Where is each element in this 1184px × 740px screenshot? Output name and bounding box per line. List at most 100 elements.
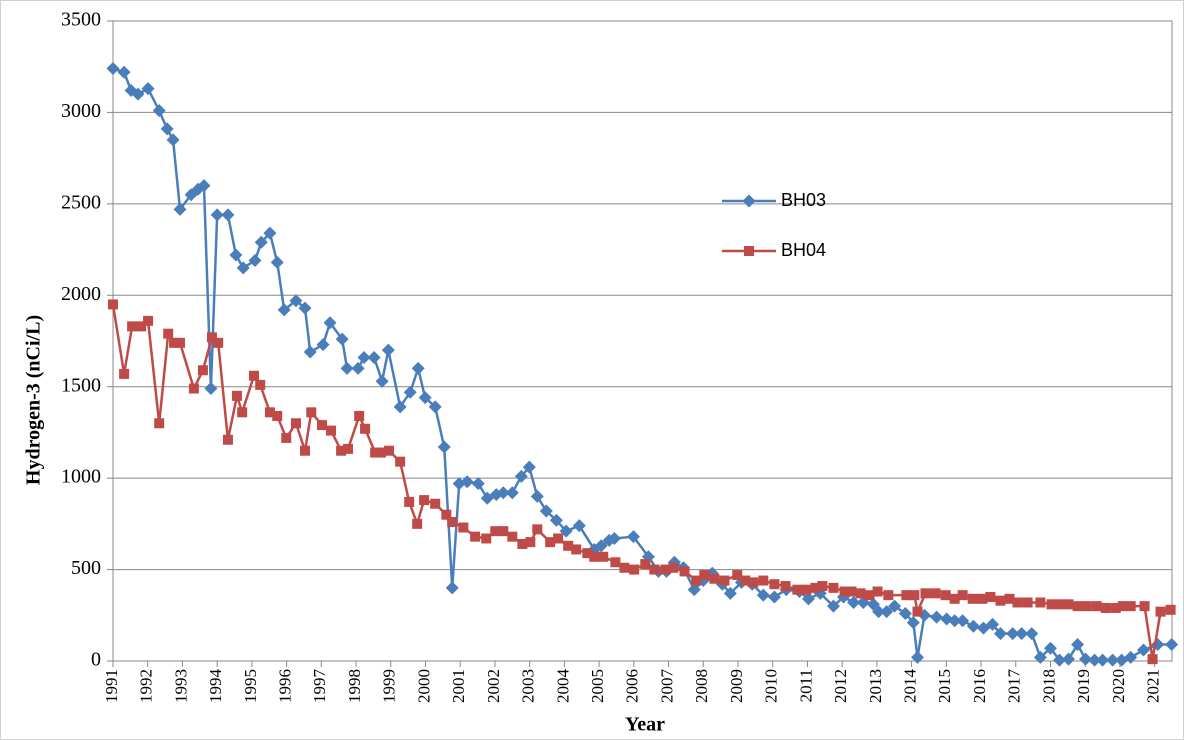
marker <box>255 379 266 390</box>
marker <box>470 531 481 542</box>
marker <box>231 390 242 401</box>
marker <box>1117 601 1128 612</box>
marker <box>136 321 147 332</box>
marker <box>525 537 536 548</box>
marker <box>237 407 248 418</box>
marker <box>411 361 425 375</box>
marker <box>719 575 730 586</box>
marker <box>967 593 978 604</box>
marker <box>1165 604 1176 615</box>
x-tick-label: 2003 <box>519 669 538 703</box>
marker <box>460 475 474 489</box>
marker <box>127 321 138 332</box>
marker <box>106 62 120 76</box>
legend-label: BH04 <box>781 240 826 260</box>
marker <box>1006 627 1020 641</box>
marker <box>872 605 886 619</box>
marker <box>839 586 850 597</box>
y-tick-label: 500 <box>71 557 101 579</box>
marker <box>1155 606 1166 617</box>
marker <box>290 418 301 429</box>
marker <box>1015 627 1029 641</box>
marker <box>1053 653 1067 667</box>
x-tick-label: 2019 <box>1074 669 1093 703</box>
marker <box>490 526 501 537</box>
marker <box>254 235 268 249</box>
marker <box>1055 599 1066 610</box>
marker <box>956 614 970 628</box>
marker <box>481 533 492 544</box>
marker <box>507 531 518 542</box>
marker <box>767 590 781 604</box>
marker <box>626 530 640 544</box>
marker <box>248 254 262 268</box>
marker <box>810 582 821 593</box>
marker <box>901 590 912 601</box>
y-tick-label: 3500 <box>61 9 101 31</box>
x-tick-label: 2002 <box>484 669 503 703</box>
marker <box>691 575 702 586</box>
marker <box>317 420 328 431</box>
marker <box>826 599 840 613</box>
marker <box>530 489 544 503</box>
marker <box>1139 601 1150 612</box>
x-tick-label: 2013 <box>866 669 885 703</box>
marker <box>1088 653 1102 667</box>
marker <box>395 456 406 467</box>
marker <box>360 423 371 434</box>
marker <box>855 588 866 599</box>
marker <box>532 524 543 535</box>
marker <box>1022 597 1033 608</box>
marker <box>335 332 349 346</box>
marker <box>316 338 330 352</box>
marker <box>1063 599 1074 610</box>
marker <box>376 447 387 458</box>
marker <box>1124 650 1138 664</box>
marker <box>141 82 155 96</box>
marker <box>847 595 861 609</box>
marker <box>1125 601 1136 612</box>
x-tick-label: 2010 <box>762 669 781 703</box>
marker <box>780 581 791 592</box>
marker <box>412 518 423 529</box>
marker <box>1079 652 1093 666</box>
x-tick-label: 2014 <box>900 669 919 704</box>
marker <box>351 361 365 375</box>
x-tick-label: 1998 <box>345 669 364 703</box>
marker <box>909 590 920 601</box>
marker <box>213 337 224 348</box>
marker <box>188 383 199 394</box>
marker <box>221 208 235 222</box>
x-tick-label: 1996 <box>276 669 295 703</box>
marker <box>458 522 469 533</box>
marker <box>143 315 154 326</box>
marker <box>370 447 381 458</box>
marker <box>418 391 432 405</box>
marker <box>471 477 485 491</box>
marker <box>985 592 996 602</box>
marker <box>298 301 312 315</box>
y-tick-label: 2000 <box>61 283 101 305</box>
x-tick-label: 2017 <box>1005 669 1024 704</box>
marker <box>1137 643 1151 657</box>
marker <box>222 434 233 445</box>
marker <box>447 517 458 528</box>
marker <box>723 586 737 600</box>
marker <box>619 562 630 573</box>
marker <box>441 509 452 520</box>
marker <box>108 299 118 310</box>
marker <box>758 575 769 586</box>
marker <box>883 590 894 601</box>
marker <box>699 570 710 581</box>
marker <box>281 432 292 443</box>
marker <box>197 179 211 193</box>
marker <box>687 583 701 597</box>
marker <box>1012 597 1023 608</box>
marker <box>563 540 574 551</box>
marker <box>977 593 988 604</box>
marker <box>888 599 902 613</box>
marker <box>930 588 941 599</box>
x-tick-label: 1994 <box>206 669 225 704</box>
marker <box>572 519 586 533</box>
